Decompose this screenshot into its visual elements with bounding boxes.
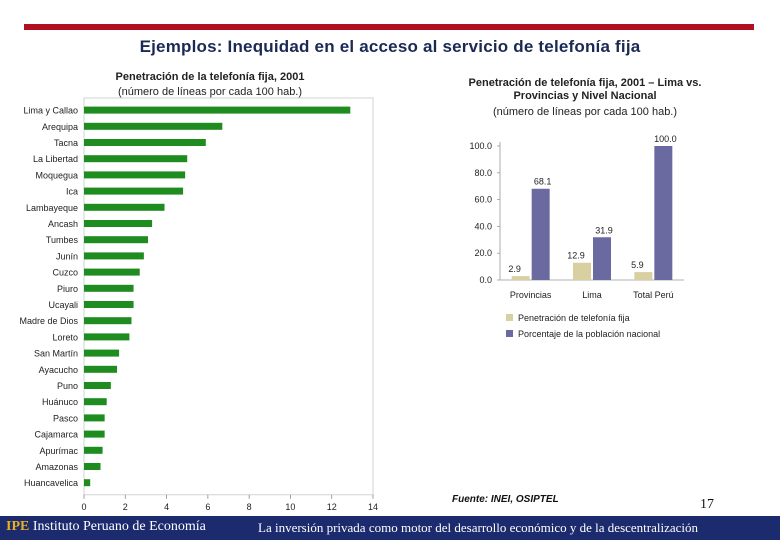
bar-13 [84,301,134,308]
ipe-logo: IPE [6,519,30,534]
left-plot-area [83,97,374,496]
x-tick-label: 14 [368,502,378,512]
data-label: 12.9 [567,251,585,261]
legend-label-2: Porcentaje de la población nacional [518,329,660,339]
category-label: Apurímac [39,446,78,456]
y-tick-label: 80.0 [474,168,492,178]
data-label: 100.0 [654,134,677,144]
category-label: Ancash [48,219,78,229]
bar-poblacion-2 [593,237,611,280]
data-label: 68.1 [534,177,552,187]
bar-9 [84,236,148,244]
category-label: Ica [66,187,78,197]
bar-6 [84,187,184,195]
x-tick-label: 2 [123,502,128,512]
bar-5 [84,171,186,179]
category-label: La Libertad [33,154,78,164]
category-label: Arequipa [42,122,78,132]
source-note: Fuente: INEI, OSIPTEL [452,494,559,505]
left-chart-title: Penetración de la telefonía fija, 2001 [115,71,305,83]
category-label: Huancavelica [24,478,78,488]
bar-4 [84,155,188,163]
bar-11 [84,268,140,276]
left-bar-chart: 0 2 4 6 8 10 12 14 Lima y Callao Arequipa Tacna La … [19,97,378,512]
category-label: Ayacucho [39,365,78,375]
data-label: 2.9 [508,264,521,274]
category-label: Tumbes [46,235,79,245]
x-tick-label: 4 [164,502,169,512]
bar-penetracion-3 [634,272,653,280]
bar-penetracion-2 [573,262,591,280]
x-tick-label: 12 [327,502,337,512]
page-title: Ejemplos: Inequidad en el acceso al serv… [139,37,641,56]
bar-24 [84,479,91,487]
bar-15 [84,333,130,341]
category-label: Cuzco [52,268,78,278]
category-label: Lambayeque [26,203,78,213]
data-label: 31.9 [595,225,613,235]
bar-8 [84,220,153,227]
footer-bar [0,516,780,540]
category-label: Provincias [510,290,552,300]
left-chart-subtitle: (número de líneas por cada 100 hab.) [117,86,303,98]
y-tick-label: 100.0 [469,141,492,151]
x-tick-label: 8 [247,502,252,512]
legend-label-1: Penetración de telefonía fija [518,313,630,323]
bar-7 [84,203,165,211]
legend-swatch-1 [506,314,513,321]
y-tick-label: 40.0 [474,221,492,231]
page-number: 17 [700,497,714,512]
y-tick-label: 60.0 [474,195,492,205]
category-label: Lima [582,290,602,300]
right-chart-subtitle: (número de líneas por cada 100 hab.) [492,106,678,118]
footer-organization: IPE Instituto Peruano de Economía [6,519,206,535]
category-label: San Martín [34,349,78,359]
bar-19 [84,398,107,406]
category-label: Loreto [52,332,78,342]
bar-23 [84,463,101,470]
category-label: Madre de Dios [19,316,78,326]
legend-swatch-2 [506,330,513,337]
bar-20 [84,414,105,422]
bar-poblacion-3 [654,146,673,280]
right-chart-title: Penetración de telefonía fija, 2001 – Li… [468,77,702,102]
bar-17 [84,365,118,373]
category-label: Piuro [57,284,78,294]
x-tick-label: 6 [205,502,210,512]
category-label: Ucayali [48,300,78,310]
bar-penetracion-1 [511,276,530,280]
category-label: Amazonas [35,462,78,472]
category-label: Moquegua [35,170,78,180]
bar-22 [84,446,103,454]
bar-16 [84,349,120,357]
bar-1 [84,106,351,114]
data-label: 5.9 [631,260,644,270]
category-label: Puno [57,381,78,391]
right-bar-chart: 0.0 20.0 40.0 60.0 80.0 100.0 Provincias 2.9 68.… [469,134,684,339]
footer-org-name: Instituto Peruano de Economía [32,519,206,534]
category-label: Junín [56,251,78,261]
bar-14 [84,317,132,325]
bar-poblacion-1 [531,188,550,280]
category-label: Total Perú [633,290,674,300]
bar-3 [84,139,206,146]
top-accent-bar [24,24,754,30]
footer-slogan: La inversión privada como motor del desa… [258,520,699,535]
bar-2 [84,122,223,130]
category-label: Huánuco [42,397,78,407]
x-tick-label: 0 [81,502,86,512]
x-tick-label: 10 [285,502,295,512]
y-tick-label: 20.0 [474,248,492,258]
bar-12 [84,284,134,292]
category-label: Tacna [54,138,78,148]
bar-21 [84,430,105,438]
category-label: Cajamarca [34,430,78,440]
bar-18 [84,382,111,389]
bar-10 [84,252,144,260]
y-tick-label: 0.0 [479,275,492,285]
category-label: Lima y Callao [23,106,78,116]
category-label: Pasco [53,413,78,423]
